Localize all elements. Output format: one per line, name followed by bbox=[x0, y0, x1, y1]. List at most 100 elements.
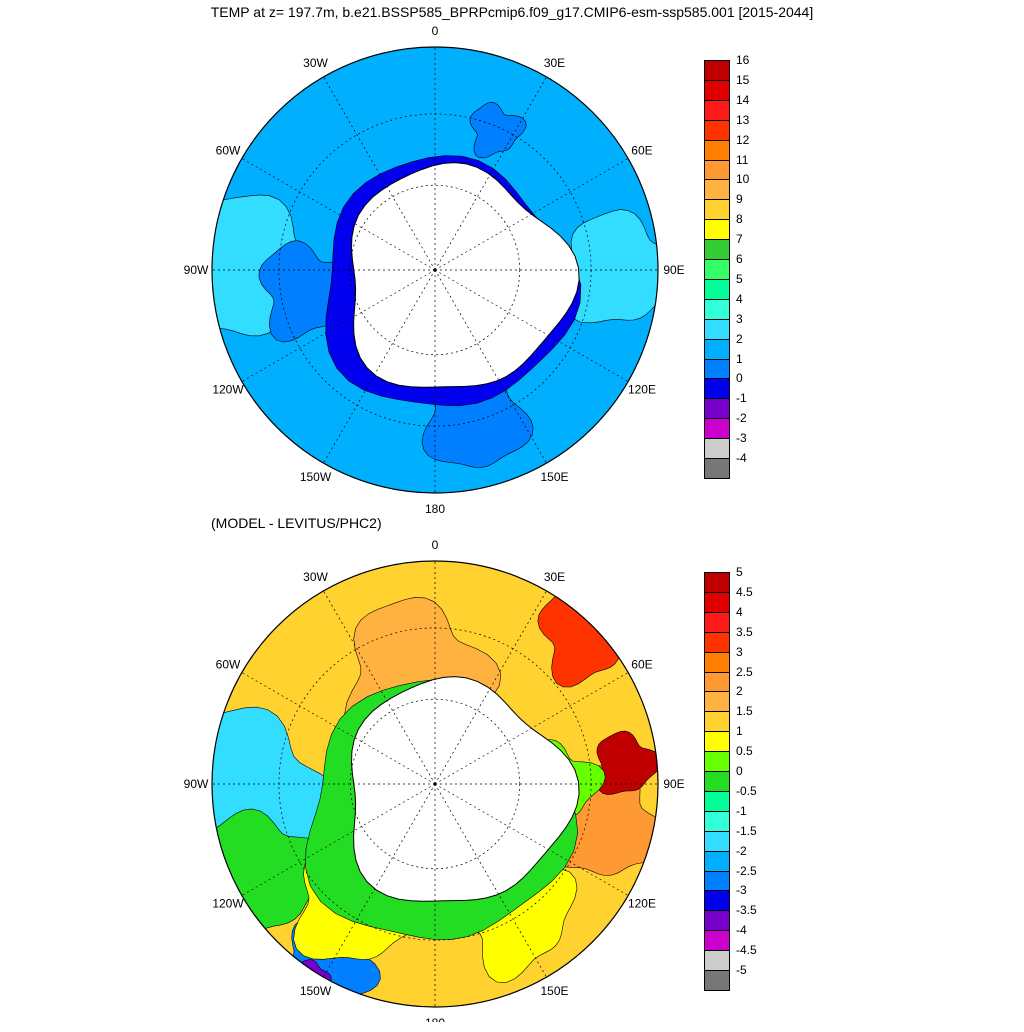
colorbar-tick-label: 2 bbox=[736, 331, 743, 346]
colorbar-swatch bbox=[704, 771, 730, 792]
colorbar-swatch bbox=[704, 79, 730, 101]
colorbar-swatch bbox=[704, 751, 730, 773]
colorbar-swatch bbox=[704, 611, 730, 633]
colorbar-swatch bbox=[704, 790, 730, 812]
colorbar-swatch bbox=[704, 910, 730, 932]
colorbar-tick-label: 3.5 bbox=[736, 624, 753, 639]
longitude-label: 90E bbox=[663, 777, 684, 791]
colorbar-tick-label: -1.5 bbox=[736, 823, 757, 838]
colorbar-swatch bbox=[704, 651, 730, 673]
colorbar-tick-label: 2 bbox=[736, 684, 743, 699]
colorbar-swatch bbox=[704, 398, 730, 420]
map-border bbox=[211, 46, 659, 494]
top-polar-map: 0 30E 60E 90E 120E 150E 180 150W 120W 90W 60W 30W bbox=[184, 24, 685, 516]
longitude-line bbox=[241, 783, 436, 896]
longitude-line bbox=[434, 783, 629, 896]
colorbar-tick-label: 12 bbox=[736, 132, 750, 147]
colorbar-tick-label: 14 bbox=[736, 92, 750, 107]
longitude-line bbox=[323, 76, 436, 271]
longitude-line bbox=[241, 672, 436, 785]
map-border bbox=[211, 560, 659, 1008]
longitude-label: 150W bbox=[300, 984, 332, 998]
longitude-label: 150W bbox=[300, 470, 332, 484]
colorbar-tick-label: -4.5 bbox=[736, 943, 757, 958]
colorbar-swatch bbox=[704, 60, 730, 81]
colorbar-swatch bbox=[704, 458, 730, 479]
colorbar-tick-label: 11 bbox=[736, 152, 749, 167]
colorbar-tick-label: -0.5 bbox=[736, 783, 757, 798]
longitude-label: 0 bbox=[432, 24, 439, 38]
antarctica-landmass bbox=[350, 676, 580, 902]
longitude-label: 30E bbox=[544, 56, 565, 70]
longitude-label: 120E bbox=[628, 897, 656, 911]
longitude-label: 150E bbox=[540, 470, 568, 484]
longitude-line bbox=[434, 590, 547, 785]
longitude-label: 60W bbox=[216, 658, 241, 672]
colorbar-swatch bbox=[704, 691, 730, 713]
colorbar-swatch bbox=[704, 631, 730, 653]
bottom-map-panel: 0 30E 60E 90E 120E 150E 180 150W 120W 90W 60W 30W 5… bbox=[0, 532, 1024, 1032]
longitude-label: 120W bbox=[212, 897, 244, 911]
longitude-line bbox=[323, 783, 436, 978]
colorbar-tick-label: 1 bbox=[736, 724, 743, 739]
colorbar-tick-label: -3 bbox=[736, 431, 747, 446]
longitude-label: 60W bbox=[216, 144, 241, 158]
colorbar-tick-label: 0.5 bbox=[736, 744, 753, 759]
colorbar-swatch bbox=[704, 850, 730, 872]
colorbar-tick-label: 7 bbox=[736, 232, 743, 247]
longitude-line bbox=[323, 590, 436, 785]
colorbar-swatch bbox=[704, 179, 730, 201]
colorbar-tick-label: 13 bbox=[736, 112, 750, 127]
longitude-label: 30W bbox=[303, 570, 328, 584]
longitude-line bbox=[434, 158, 629, 271]
colorbar-tick-label: 4 bbox=[736, 604, 743, 619]
colorbar-swatch bbox=[704, 378, 730, 400]
colorbar-swatch bbox=[704, 438, 730, 460]
colorbar-swatch bbox=[704, 870, 730, 892]
colorbar-swatch bbox=[704, 318, 730, 340]
colorbar-swatch bbox=[704, 159, 730, 181]
longitude-label: 180 bbox=[425, 502, 445, 516]
colorbar-swatch bbox=[704, 278, 730, 300]
top-map-panel: 0 30E 60E 90E 120E 150E 180 150W 120W 90W 60W 30W 1… bbox=[0, 20, 1024, 520]
colorbar-swatch bbox=[704, 930, 730, 952]
colorbar-swatch bbox=[704, 298, 730, 320]
colorbar-tick-label: 10 bbox=[736, 172, 750, 187]
colorbar-swatch bbox=[704, 591, 730, 613]
colorbar-tick-label: -1 bbox=[736, 391, 747, 406]
colorbar-swatch bbox=[704, 139, 730, 161]
colorbar-swatch bbox=[704, 810, 730, 832]
longitude-line bbox=[434, 783, 547, 978]
colorbar-swatch bbox=[704, 890, 730, 912]
colorbar-swatch bbox=[704, 219, 730, 241]
colorbar-swatch bbox=[704, 119, 730, 141]
colorbar-swatch bbox=[704, 358, 730, 380]
colorbar-swatch bbox=[704, 830, 730, 852]
colorbar-swatch bbox=[704, 418, 730, 440]
colorbar-swatch bbox=[704, 731, 730, 753]
colorbar-tick-label: 5 bbox=[736, 565, 743, 579]
colorbar-tick-label: 2.5 bbox=[736, 664, 753, 679]
colorbar-tick-label: 9 bbox=[736, 192, 743, 207]
latitude-circle bbox=[349, 184, 521, 356]
colorbar-swatch bbox=[704, 671, 730, 693]
colorbar-swatch bbox=[704, 99, 730, 121]
longitude-label: 90W bbox=[184, 263, 209, 277]
difference-subtitle: (MODEL - LEVITUS/PHC2) bbox=[211, 515, 382, 531]
colorbar-tick-label: 1.5 bbox=[736, 704, 753, 719]
longitude-line bbox=[434, 269, 629, 382]
colorbar-tick-label: 1 bbox=[736, 351, 743, 366]
colorbar-tick-label: 3 bbox=[736, 311, 743, 326]
longitude-line bbox=[241, 269, 436, 382]
longitude-label: 30E bbox=[544, 570, 565, 584]
colorbar-swatch bbox=[704, 239, 730, 261]
figure-title: TEMP at z= 197.7m, b.e21.BSSP585_BPRPcmi… bbox=[210, 4, 814, 20]
longitude-label: 30W bbox=[303, 56, 328, 70]
longitude-label: 180 bbox=[425, 1016, 445, 1022]
colorbar-swatch bbox=[704, 711, 730, 733]
colorbar-tick-label: 4.5 bbox=[736, 584, 753, 599]
longitude-line bbox=[241, 158, 436, 271]
longitude-line bbox=[434, 76, 547, 271]
colorbar-tick-label: 0 bbox=[736, 764, 743, 779]
colorbar-tick-label: -4 bbox=[736, 451, 747, 466]
